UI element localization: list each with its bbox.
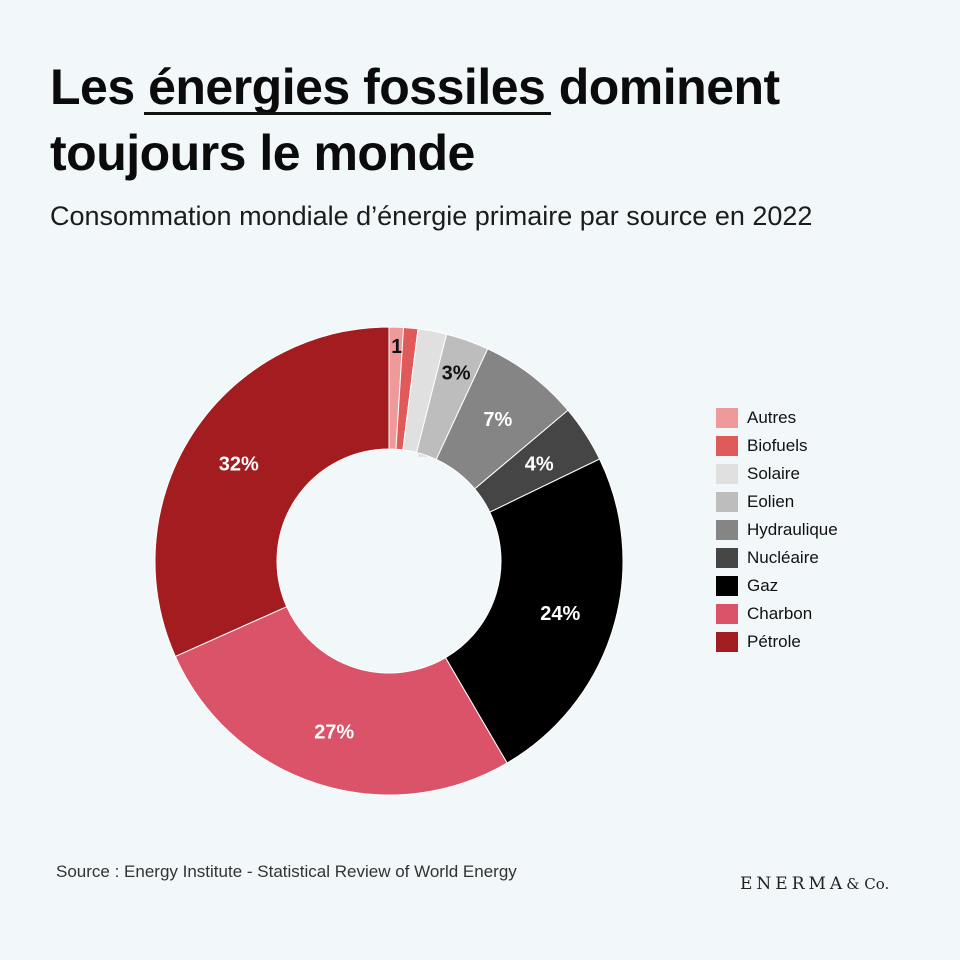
title-part-2: dominent toujours le monde	[50, 59, 780, 181]
title-highlight: énergies fossiles	[144, 54, 552, 120]
data-label-hydraulique: 7%	[483, 409, 512, 431]
legend-label-solaire: Solaire	[747, 464, 800, 483]
data-label-petrole: 32%	[219, 454, 259, 476]
legend-label-autres: Autres	[747, 408, 797, 427]
legend-item-solaire: Solaire	[716, 460, 838, 488]
slice-petrole	[154, 326, 390, 658]
legend-swatch-charbon	[716, 604, 738, 624]
data-label-nucleaire: 4%	[525, 454, 554, 476]
legend-label-petrole: Pétrole	[747, 632, 801, 651]
data-label-text-charbon: 27%	[314, 721, 354, 743]
legend-swatch-solaire	[716, 464, 738, 484]
title-highlight-text: énergies fossiles	[148, 59, 546, 115]
legend-swatch-eolien	[716, 492, 738, 512]
slice-gaz	[444, 458, 624, 764]
legend-item-hydraulique: Hydraulique	[716, 516, 838, 544]
chart-subtitle: Consommation mondiale d’énergie primaire…	[50, 201, 813, 231]
chart-legend: Autres Biofuels Solaire Eolien Hydraulique Nu…	[716, 404, 838, 656]
legend-label-nucleaire: Nucléaire	[747, 548, 819, 567]
legend-label-gaz: Gaz	[747, 576, 779, 595]
data-label-gaz: 24%	[540, 603, 580, 625]
legend-item-petrole: Pétrole	[716, 628, 838, 656]
legend-item-biofuels: Biofuels	[716, 432, 838, 460]
legend-swatch-gaz	[716, 576, 738, 596]
chart-title: Les énergies fossiles dominent toujours …	[50, 54, 930, 186]
legend-item-charbon: Charbon	[716, 600, 838, 628]
legend-swatch-hydraulique	[716, 520, 738, 540]
brand-logo: ENERMA& Co.	[740, 874, 889, 894]
legend-item-gaz: Gaz	[716, 572, 838, 600]
legend-label-eolien: Eolien	[747, 492, 795, 511]
data-label-text-eolien: 3%	[442, 363, 471, 385]
title-part-1: Les	[50, 59, 149, 115]
legend-item-eolien: Eolien	[716, 488, 838, 516]
legend-item-autres: Autres	[716, 404, 838, 432]
source-note: Source : Energy Institute - Statistical …	[56, 862, 517, 881]
brand-name: ENERMA	[740, 874, 847, 894]
legend-swatch-petrole	[716, 632, 738, 652]
legend-label-hydraulique: Hydraulique	[747, 520, 838, 539]
legend-swatch-biofuels	[716, 436, 738, 456]
legend-label-charbon: Charbon	[747, 604, 813, 623]
data-label-charbon: 27%	[314, 721, 354, 743]
data-label-bg-eolien	[441, 359, 472, 386]
legend-swatch-nucleaire	[716, 548, 738, 568]
data-label-text-nucleaire: 4%	[525, 454, 554, 476]
data-label-text-petrole: 32%	[219, 454, 259, 476]
title-underline	[144, 112, 552, 115]
data-label-text-gaz: 24%	[540, 603, 580, 625]
legend-swatch-autres	[716, 408, 738, 428]
legend-label-biofuels: Biofuels	[747, 436, 808, 455]
slice-charbon	[174, 606, 508, 796]
brand-suffix: & Co.	[846, 875, 890, 893]
data-label-eolien: 3%	[441, 359, 472, 386]
data-label-text-hydraulique: 7%	[483, 409, 512, 431]
legend-item-nucleaire: Nucléaire	[716, 544, 838, 572]
